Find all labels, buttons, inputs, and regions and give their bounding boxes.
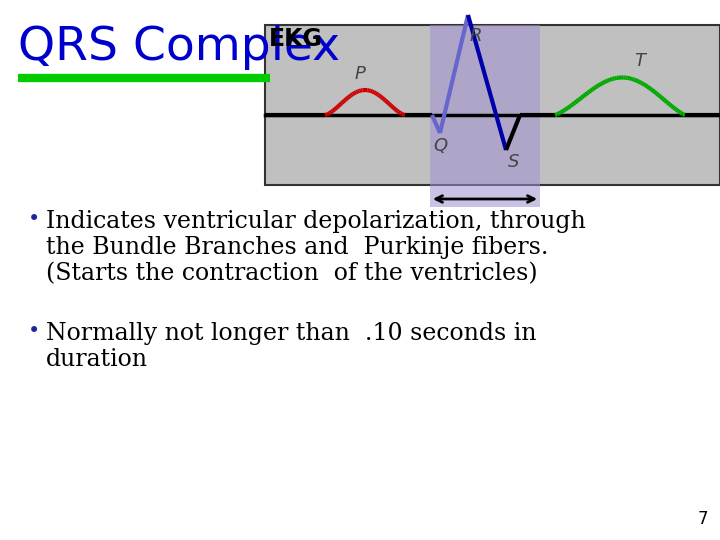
Text: •: • xyxy=(28,322,40,341)
Bar xyxy=(430,25,540,207)
Text: T: T xyxy=(634,52,646,70)
Text: R: R xyxy=(470,27,482,45)
Text: EKG: EKG xyxy=(269,27,323,51)
Text: the Bundle Branches and  Purkinje fibers.: the Bundle Branches and Purkinje fibers. xyxy=(46,236,549,259)
Text: 7: 7 xyxy=(698,510,708,528)
Text: •: • xyxy=(28,210,40,229)
Text: QRS Complex: QRS Complex xyxy=(18,25,340,70)
Bar xyxy=(265,25,720,185)
Text: Normally not longer than  .10 seconds in: Normally not longer than .10 seconds in xyxy=(46,322,536,345)
Text: S: S xyxy=(508,153,519,171)
Text: (Starts the contraction  of the ventricles): (Starts the contraction of the ventricle… xyxy=(46,262,538,285)
Text: P: P xyxy=(354,65,366,83)
Text: Q: Q xyxy=(433,137,447,155)
Text: duration: duration xyxy=(46,348,148,371)
Text: Indicates ventricular depolarization, through: Indicates ventricular depolarization, th… xyxy=(46,210,586,233)
